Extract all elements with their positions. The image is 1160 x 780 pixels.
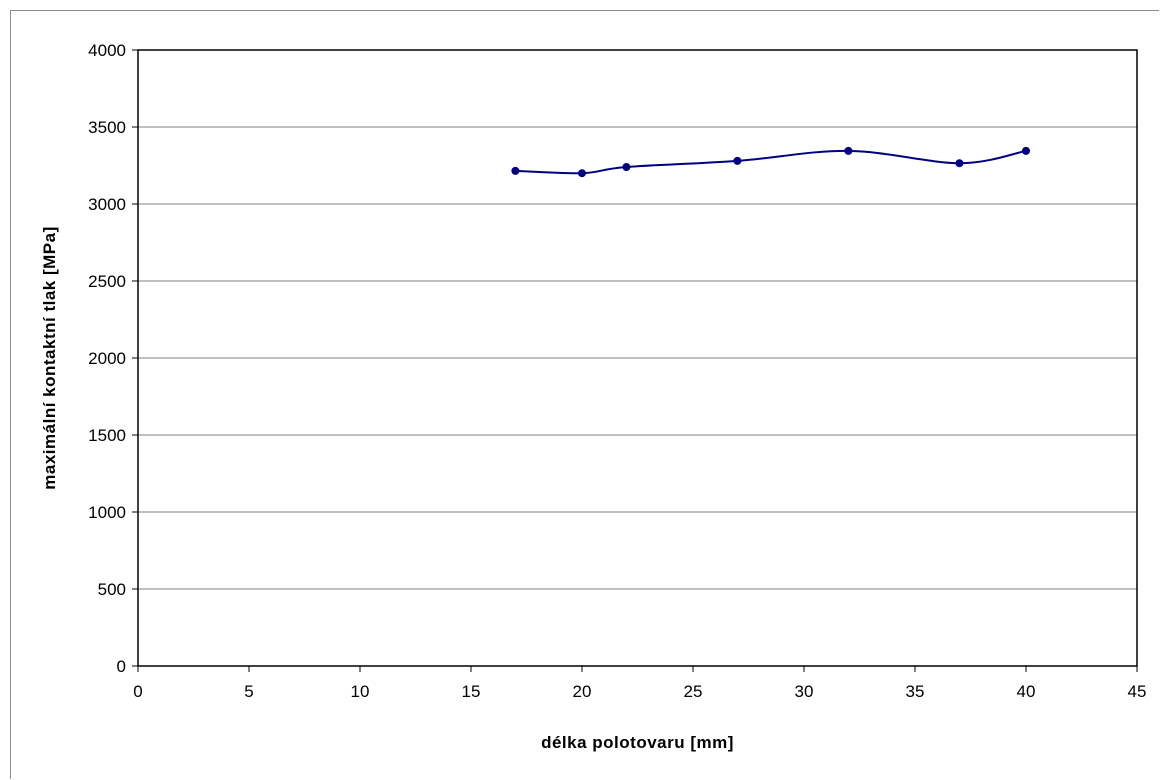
x-tick-label: 40 — [1017, 682, 1036, 701]
y-tick-label: 1000 — [88, 503, 126, 522]
y-tick-label: 2000 — [88, 349, 126, 368]
chart-svg: 0 500 1000 1500 2000 2500 3000 3500 4000 0 5 10 15 2… — [40, 41, 1146, 752]
y-tick-label: 4000 — [88, 41, 126, 60]
y-tick-label: 1500 — [88, 426, 126, 445]
x-axis-title: délka polotovaru [mm] — [541, 733, 734, 752]
x-tick-label: 35 — [906, 682, 925, 701]
x-tick-label: 0 — [133, 682, 142, 701]
y-tick-label: 0 — [117, 657, 126, 676]
x-axis-ticks: 0 5 10 15 20 25 30 35 40 45 — [133, 666, 1146, 701]
y-tick-label: 3000 — [88, 195, 126, 214]
x-tick-label: 20 — [573, 682, 592, 701]
series-line — [515, 149, 1027, 175]
x-tick-label: 30 — [795, 682, 814, 701]
y-axis-title: maximální kontaktní tlak [MPa] — [40, 226, 59, 489]
y-tick-label: 2500 — [88, 272, 126, 291]
chart-area: 0 500 1000 1500 2000 2500 3000 3500 4000 0 5 10 15 2… — [10, 10, 1159, 779]
x-tick-label: 15 — [462, 682, 481, 701]
data-point — [955, 159, 964, 168]
data-point — [578, 169, 586, 178]
x-tick-label: 10 — [351, 682, 370, 701]
gridlines — [138, 126, 1137, 590]
series-layer — [511, 146, 1030, 178]
x-tick-label: 45 — [1128, 682, 1147, 701]
data-point — [511, 166, 520, 175]
y-axis-ticks: 0 500 1000 1500 2000 2500 3000 3500 4000 — [88, 41, 138, 676]
y-tick-label: 500 — [98, 580, 126, 599]
x-tick-label: 5 — [244, 682, 253, 701]
data-point — [844, 146, 853, 155]
y-tick-label: 3500 — [88, 118, 126, 137]
data-point — [1022, 146, 1030, 155]
x-tick-label: 25 — [684, 682, 703, 701]
data-point — [622, 163, 631, 172]
data-point — [733, 156, 742, 165]
